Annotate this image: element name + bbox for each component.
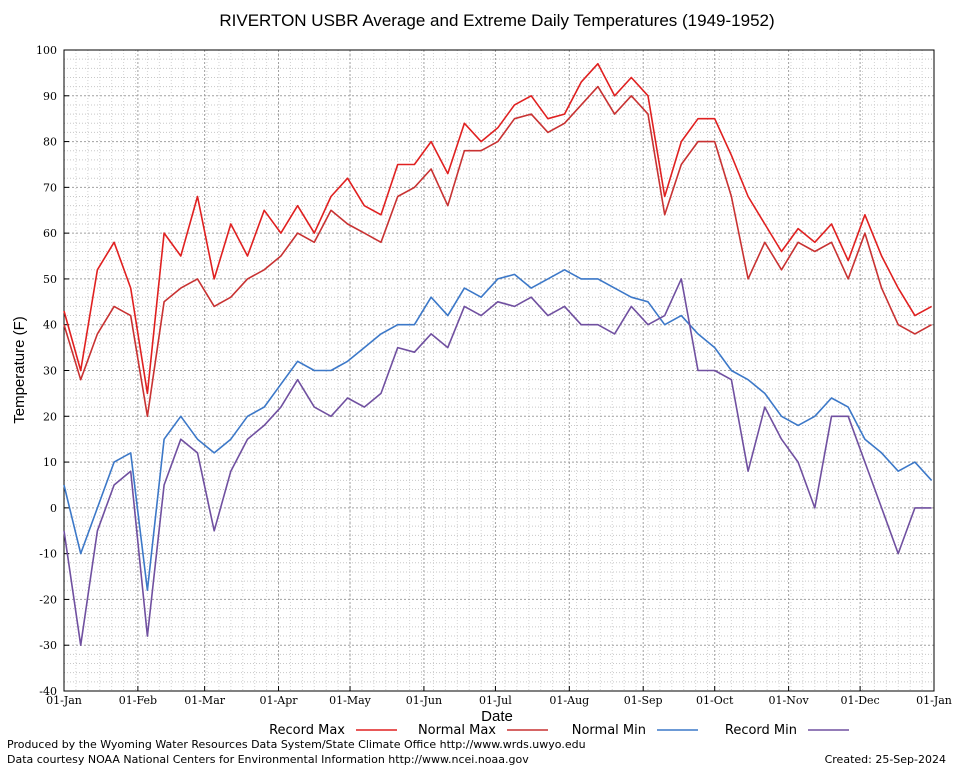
y-tick-label: -40 <box>39 685 57 698</box>
y-tick-label: 70 <box>43 181 57 194</box>
y-tick-label: 60 <box>43 227 57 240</box>
x-tick-label: 01-Aug <box>549 694 589 707</box>
y-tick-label: -20 <box>39 593 57 606</box>
x-tick-label: 01-Oct <box>696 694 734 707</box>
y-tick-label: 50 <box>43 273 57 286</box>
y-tick-label: 100 <box>36 44 57 57</box>
y-tick-label: 10 <box>43 456 57 469</box>
x-tick-label: 01-Jan <box>46 694 82 707</box>
y-tick-label: 0 <box>50 502 57 515</box>
x-tick-label: 01-Sep <box>624 694 663 707</box>
chart-title: RIVERTON USBR Average and Extreme Daily … <box>219 11 774 30</box>
x-tick-label: 01-May <box>329 694 372 707</box>
y-axis-label: Temperature (F) <box>11 316 28 424</box>
x-tick-label: 01-Nov <box>769 694 810 707</box>
y-tick-label: 90 <box>43 90 57 103</box>
credit-line-1: Produced by the Wyoming Water Resources … <box>7 738 586 751</box>
x-tick-label: 01-Feb <box>119 694 157 707</box>
legend: Record Max Normal Max Normal Min Record Min <box>269 723 849 738</box>
x-axis-label: Date <box>481 708 513 725</box>
legend-label-normal-max: Normal Max <box>418 723 496 738</box>
y-tick-label: 20 <box>43 410 57 423</box>
x-tick-label: 01-Mar <box>184 694 226 707</box>
legend-label-normal-min: Normal Min <box>572 723 646 738</box>
normal-min-line <box>63 268 933 592</box>
created-date: Created: 25-Sep-2024 <box>824 753 946 766</box>
y-tick-label: 40 <box>43 319 57 332</box>
x-tick-label: 01-Dec <box>841 694 880 707</box>
record-max-line <box>63 62 932 395</box>
x-tick-label: 01-Apr <box>260 694 299 707</box>
y-tick-label: 30 <box>43 365 57 378</box>
x-axis: 01-Jan 01-Feb 01-Mar 01-Apr 01-May 01-Jun 01-J… <box>46 686 952 707</box>
x-tick-label: 01-Jun <box>406 694 442 707</box>
series-lines <box>63 62 933 647</box>
record-min-line <box>63 278 932 647</box>
x-tick-label: 01-Jul <box>479 694 512 707</box>
grid-lines <box>63 49 935 692</box>
legend-label-record-min: Record Min <box>725 723 797 738</box>
x-tick-label: 01-Jan <box>916 694 952 707</box>
y-tick-label: 80 <box>43 136 57 149</box>
credit-line-2: Data courtesy NOAA National Centers for … <box>7 753 529 766</box>
legend-label-record-max: Record Max <box>269 723 345 738</box>
plot-area-frame <box>63 49 935 692</box>
y-axis: -40 -30 -20 -10 0 10 20 30 40 50 60 70 80 90 100 <box>36 44 69 698</box>
normal-max-line <box>63 85 932 418</box>
y-tick-label: -30 <box>39 639 57 652</box>
y-tick-label: -10 <box>39 548 57 561</box>
